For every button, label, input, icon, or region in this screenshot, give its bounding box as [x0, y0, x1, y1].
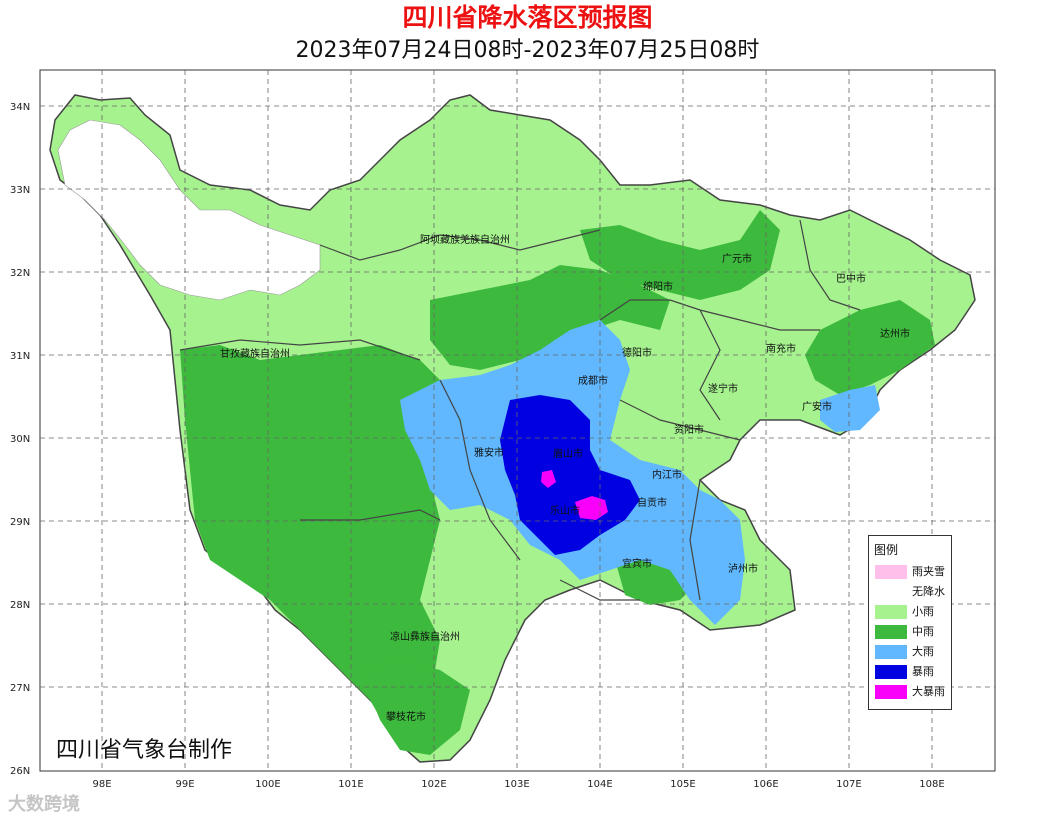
label-mianyang: 绵阳市	[643, 280, 673, 293]
label-suining: 遂宁市	[708, 382, 738, 395]
legend-item-sleet: 雨夹雪	[875, 564, 951, 580]
lat-label-27: 27N	[10, 683, 30, 694]
region-moderate-rain-east	[805, 300, 935, 395]
label-ziyang: 资阳市	[674, 423, 704, 436]
label-yibin: 宜宾市	[622, 557, 652, 570]
lon-label-100: 100E	[255, 779, 280, 790]
legend-label-moderate-rain: 中雨	[912, 625, 934, 638]
legend-swatch-heavy-rain	[875, 645, 907, 659]
lat-label-32: 32N	[10, 268, 30, 279]
legend-item-light-rain: 小雨	[875, 604, 951, 620]
city-labels: 阿坝藏族羌族自治州 甘孜藏族自治州 广元市 巴中市 绵阳市 达州市 德阳市 南充…	[220, 233, 910, 723]
label-yaan: 雅安市	[474, 446, 504, 459]
label-luzhou: 泸州市	[728, 562, 758, 575]
label-aba: 阿坝藏族羌族自治州	[420, 233, 510, 246]
lon-label-99: 99E	[175, 779, 194, 790]
legend-label-light-rain: 小雨	[912, 605, 934, 618]
label-dazhou: 达州市	[880, 327, 910, 340]
legend-item-moderate-rain: 中雨	[875, 624, 951, 640]
latitude-labels: 34N 33N 32N 31N 30N 29N 28N 27N 26N	[10, 102, 30, 777]
lat-label-33: 33N	[10, 185, 30, 196]
label-deyang: 德阳市	[622, 346, 652, 359]
legend-swatch-light-rain	[875, 605, 907, 619]
legend-title: 图例	[874, 543, 899, 557]
lat-label-34: 34N	[10, 102, 30, 113]
region-heavy-rain-east	[820, 385, 880, 432]
lat-label-29: 29N	[10, 517, 30, 528]
legend-label-heavy-rainstorm: 大暴雨	[912, 685, 945, 698]
legend-swatch-no-precipitation	[875, 585, 907, 599]
region-heavy-rainstorm-small	[541, 470, 556, 488]
region-moderate-rain-central	[430, 265, 670, 370]
label-zigong: 自贡市	[637, 496, 667, 509]
region-no-precipitation	[57, 119, 321, 301]
label-guangyuan: 广元市	[722, 252, 752, 265]
lon-label-102: 102E	[421, 779, 446, 790]
label-leshan: 乐山市	[550, 504, 580, 517]
region-rainstorm	[500, 395, 640, 555]
lon-label-106: 106E	[753, 779, 778, 790]
label-guangan: 广安市	[802, 400, 832, 413]
legend-item-heavy-rain: 大雨	[875, 644, 951, 660]
longitude-labels: 98E 99E 100E 101E 102E 103E 104E 105E 10…	[92, 779, 944, 790]
lon-label-101: 101E	[338, 779, 363, 790]
legend-label-no-precipitation: 无降水	[912, 585, 945, 598]
lon-label-107: 107E	[836, 779, 861, 790]
lat-label-26: 26N	[10, 766, 30, 777]
legend-label-sleet: 雨夹雪	[912, 565, 945, 578]
lat-label-31: 31N	[10, 351, 30, 362]
prefecture-boundaries	[179, 219, 861, 601]
legend-swatch-moderate-rain	[875, 625, 907, 639]
label-neijiang: 内江市	[652, 468, 682, 481]
lon-label-103: 103E	[504, 779, 529, 790]
region-moderate-rain-southwest	[360, 660, 470, 755]
label-ganzi: 甘孜藏族自治州	[220, 347, 290, 360]
legend-item-no-precipitation: 无降水	[875, 584, 951, 600]
lon-label-98: 98E	[92, 779, 111, 790]
legend-item-heavy-rainstorm: 大暴雨	[875, 684, 951, 700]
legend-item-rainstorm: 暴雨	[875, 664, 951, 680]
legend-label-rainstorm: 暴雨	[912, 665, 934, 678]
legend-swatch-rainstorm	[875, 665, 907, 679]
lat-label-28: 28N	[10, 600, 30, 611]
map-title: 四川省降水落区预报图	[402, 3, 653, 32]
label-meishan: 眉山市	[553, 447, 583, 460]
label-panzhihua: 攀枝花市	[386, 710, 426, 723]
watermark: 大数跨境	[8, 794, 80, 815]
legend-swatch-heavy-rainstorm	[875, 685, 907, 699]
lon-label-105: 105E	[670, 779, 695, 790]
legend-label-heavy-rain: 大雨	[912, 645, 934, 658]
lat-label-30: 30N	[10, 434, 30, 445]
region-moderate-rain-north	[580, 210, 780, 300]
grid-lines	[40, 70, 995, 771]
legend: 图例 雨夹雪 无降水 小雨 中雨 大雨 暴雨 大暴雨	[868, 535, 952, 710]
label-chengdu: 成都市	[578, 374, 608, 387]
lon-label-108: 108E	[919, 779, 944, 790]
lon-label-104: 104E	[587, 779, 612, 790]
credit-text: 四川省气象台制作	[56, 738, 233, 763]
legend-swatch-sleet	[875, 565, 907, 579]
label-liangshan: 凉山彝族自治州	[390, 630, 460, 643]
region-moderate-rain-west	[180, 345, 440, 740]
label-bazhong: 巴中市	[836, 272, 866, 285]
label-nanchong: 南充市	[766, 342, 796, 355]
map-subtitle: 2023年07月24日08时-2023年07月25日08时	[295, 38, 760, 63]
